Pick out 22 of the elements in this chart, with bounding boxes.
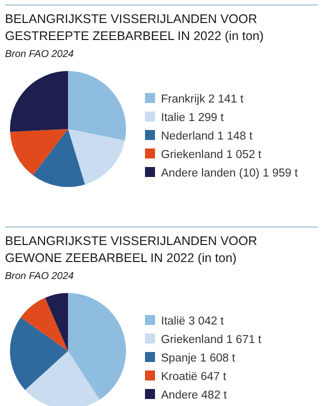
pie-slice <box>32 129 85 187</box>
chart-title: BELANGRIJKSTE VISSERIJLANDEN VOOR GEWONE ZEEBARBEEL IN 2022 (in ton) <box>5 234 258 265</box>
legend-label: Andere landen (10) 1 959 t <box>161 168 299 180</box>
pie-slice <box>45 293 68 351</box>
pie-slice <box>68 71 126 140</box>
text: Bron FAO 2024 <box>5 271 74 282</box>
chart-title: BELANGRIJKSTE VISSERIJLANDEN VOOR GESTREEPTE ZEEBARBEEL IN 2022 (in ton) <box>5 12 264 43</box>
text: Bron FAO 2024 <box>5 49 74 60</box>
legend-label: Kroatië 647 t <box>161 371 228 383</box>
pie-slice <box>10 317 68 390</box>
legend-label: Italië 3 042 t <box>161 316 224 328</box>
pie-slice <box>10 71 68 132</box>
legend-label: Italie 1 299 t <box>161 112 224 124</box>
pie-slice <box>68 129 125 184</box>
pie-slice <box>10 129 68 176</box>
legend-label: Griekenland 1 052 t <box>161 149 262 161</box>
legend-label: Nederland 1 148 t <box>161 130 254 142</box>
legend-label: Frankrijk 2 141 t <box>161 94 244 106</box>
legend-label: Spanje 1 608 t <box>161 352 236 364</box>
legend-label: Griekenland 1 671 t <box>161 334 262 346</box>
legend-label: Andere 482 t <box>161 390 228 402</box>
pie-slice <box>20 298 68 351</box>
